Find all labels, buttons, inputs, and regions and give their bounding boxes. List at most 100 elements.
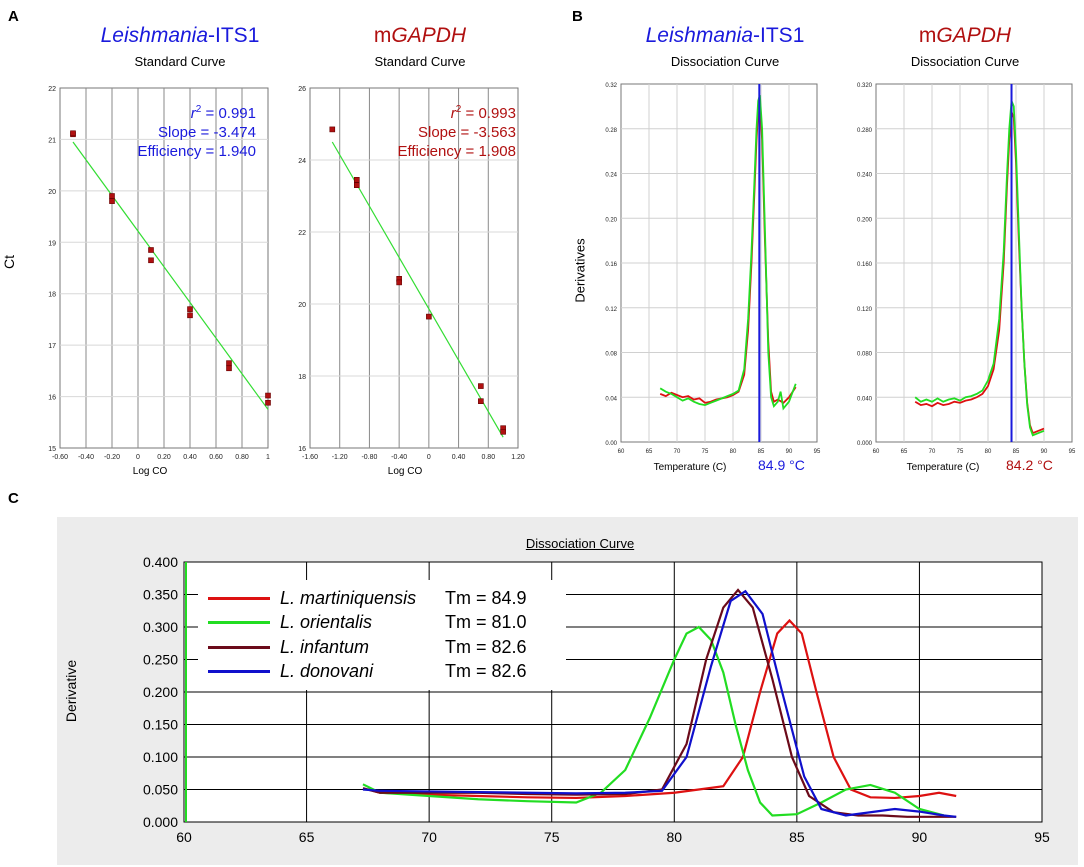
y-tick-label: 0.08: [605, 352, 617, 358]
x-tick-label: 70: [929, 449, 936, 455]
x-tick-label: -1.20: [332, 454, 348, 461]
y-tick-label: 15: [48, 446, 56, 453]
x-tick-label: 65: [299, 829, 315, 845]
panel-letter-a: A: [8, 8, 19, 25]
legend-item: L. martiniquensis Tm = 84.9: [208, 586, 527, 610]
tm-label-gapdh: 84.2 °C: [1006, 457, 1053, 473]
y-tick-label: 0.350: [143, 587, 178, 603]
x-tick-label: 0.60: [209, 454, 223, 461]
x-tick-label: 0.40: [452, 454, 466, 461]
x-tick-label: 95: [1069, 449, 1076, 455]
x-tick-label: 0: [427, 454, 431, 461]
xlabel-temp-its1: Temperature (C): [653, 462, 727, 473]
x-tick-label: 70: [421, 829, 437, 845]
x-tick-label: 60: [873, 449, 880, 455]
legend-tm-value: Tm = 82.6: [445, 661, 527, 681]
subtitle-diss-its1: Dissociation Curve: [670, 54, 780, 69]
slope-gapdh: Slope = -3.563: [418, 124, 516, 141]
data-point: [109, 198, 115, 204]
x-tick-label: 0.20: [157, 454, 171, 461]
legend-species-name: L. martiniquensis: [280, 587, 417, 608]
standard-curve-its1-chart: -0.60 -0.40 -0.20 0 0.20 0.40 0.60 0.80 1 15 16 17 1…: [48, 86, 271, 461]
y-tick-label: 0.200: [857, 217, 873, 223]
y-tick-label: 0.16: [605, 262, 617, 268]
y-tick-label: 24: [298, 158, 306, 165]
data-point: [187, 312, 193, 319]
y-tick-label: 22: [48, 86, 56, 93]
y-tick-label: 0.160: [857, 262, 873, 268]
y-tick-label: 0.000: [143, 814, 178, 830]
data-point: [265, 399, 271, 406]
legend-swatch: [208, 670, 270, 673]
data-point: [148, 247, 154, 253]
slope-its1: Slope = -3.474: [158, 124, 256, 141]
data-point: [187, 306, 193, 312]
legend-item: L. donovani Tm = 82.6: [208, 660, 527, 684]
y-tick-label: 0.300: [143, 619, 178, 635]
data-point: [226, 360, 232, 366]
x-tick-label: 0: [136, 454, 140, 461]
standard-curve-gapdh-chart: -1.60 -1.20 -0.80 -0.40 0 0.40 0.80 1.20 16 18 20 2…: [298, 86, 525, 461]
dissociation-curve-its1-chart: 60 65 70 75 80 85 90 95 0.00 0.04 0.08 0.12 0.16 0.20…: [605, 83, 821, 455]
fit-line: [331, 141, 504, 438]
species-curve-0: [367, 618, 957, 800]
y-tick-label: 0.280: [857, 128, 873, 134]
y-tick-label: 21: [48, 137, 56, 144]
x-tick-label: 75: [544, 829, 560, 845]
y-tick-label: 0.000: [857, 441, 873, 447]
x-tick-label: 75: [702, 449, 709, 455]
legend-swatch: [208, 645, 270, 649]
y-tick-label: 0.400: [143, 554, 178, 570]
data-point: [148, 257, 154, 264]
x-tick-label: 80: [985, 449, 992, 455]
data-point: [396, 279, 402, 286]
x-tick-label: 90: [912, 829, 928, 845]
x-tick-label: 1.20: [511, 454, 525, 461]
x-tick-label: 75: [957, 449, 964, 455]
ylabel-ct: Ct: [1, 255, 17, 269]
x-tick-label: 95: [814, 449, 821, 455]
fit-line: [72, 141, 269, 410]
panel-c-title: Dissociation Curve: [525, 536, 635, 551]
x-tick-label: 70: [674, 449, 681, 455]
stats-gapdh: r2 = 0.993 Slope = -3.563 Efficiency = 1…: [350, 100, 516, 161]
curve-green: [659, 94, 797, 411]
legend-swatch: [208, 596, 270, 600]
gene-title-its1-b: Leishmania-ITS1: [645, 24, 805, 47]
y-tick-label: 0.150: [143, 717, 178, 733]
x-tick-label: -0.60: [52, 454, 68, 461]
y-tick-label: 18: [298, 374, 306, 381]
data-point: [70, 130, 76, 137]
legend-species-name: L. orientalis: [280, 612, 373, 632]
xlabel-logco-gapdh: Log CO: [387, 466, 423, 477]
data-point: [109, 193, 115, 199]
xlabel-temp-gapdh: Temperature (C): [906, 462, 980, 473]
x-tick-label: 65: [646, 449, 653, 455]
x-tick-label: 60: [618, 449, 625, 455]
y-tick-label: 0.28: [605, 128, 617, 134]
data-point: [426, 313, 432, 320]
efficiency-gapdh: Efficiency = 1.908: [397, 143, 516, 160]
data-point: [354, 182, 360, 188]
y-tick-label: 0.040: [857, 396, 873, 402]
r2-its1: r2 = 0.991: [190, 104, 256, 122]
x-tick-label: 85: [789, 829, 805, 845]
y-tick-label: 0.00: [605, 441, 617, 447]
x-tick-label: 85: [1013, 449, 1020, 455]
legend-item: L. orientalis Tm = 81.0: [208, 611, 527, 635]
y-tick-label: 18: [48, 292, 56, 299]
y-tick-label: 0.050: [143, 782, 178, 798]
data-point: [265, 392, 271, 399]
legend-species-name: L. donovani: [280, 661, 374, 681]
x-tick-label: 80: [730, 449, 737, 455]
x-tick-label: -1.60: [302, 454, 318, 461]
subtitle-std-its1: Standard Curve: [134, 54, 226, 69]
species-legend: L. martiniquensis Tm = 84.9 L. orientalis T…: [198, 580, 566, 690]
x-tick-label: 85: [758, 449, 765, 455]
panel-letter-c: C: [8, 490, 19, 507]
x-tick-label: 0.80: [235, 454, 249, 461]
y-tick-label: 20: [48, 189, 56, 196]
y-tick-label: 0.04: [605, 396, 617, 402]
y-tick-label: 16: [298, 446, 306, 453]
x-tick-label: 1: [266, 454, 270, 461]
